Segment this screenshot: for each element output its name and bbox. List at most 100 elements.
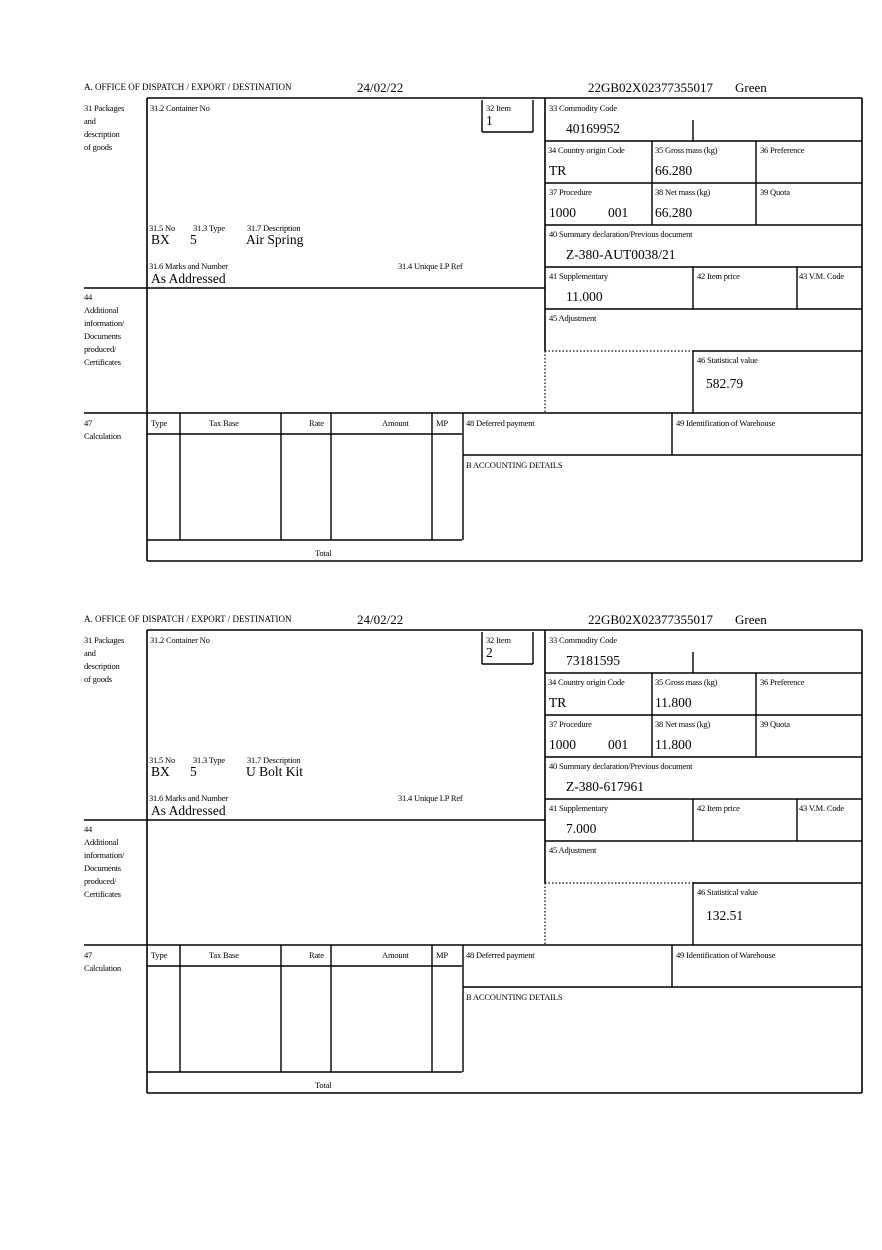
gross-mass: 11.800 xyxy=(655,695,692,710)
item-label: 32 Item xyxy=(486,103,511,113)
stat-value-label: 46 Statistical value xyxy=(697,887,758,897)
procedure-label: 37 Procedure xyxy=(549,719,592,729)
adjustment-label: 45 Adjustment xyxy=(549,845,597,855)
route-colour: Green xyxy=(735,80,767,95)
calc-col-amount: Amount xyxy=(382,418,409,428)
summary-decl-label: 40 Summary declaration/Previous document xyxy=(549,761,693,771)
goods-description: Air Spring xyxy=(246,232,304,247)
country-origin: TR xyxy=(549,163,567,178)
calc-col-rate: Rate xyxy=(309,950,324,960)
calc-col-mp: MP xyxy=(436,418,448,428)
packages-label: and xyxy=(84,116,96,126)
declaration-date: 24/02/22 xyxy=(357,80,404,95)
deferred-payment-label: 48 Deferred payment xyxy=(466,418,535,428)
additional-info-label: Additional xyxy=(84,305,119,315)
country-origin-label: 34 Country origin Code xyxy=(548,677,625,687)
preference-label: 36 Preference xyxy=(760,145,805,155)
packages-label: of goods xyxy=(84,674,112,684)
procedure-label: 37 Procedure xyxy=(549,187,592,197)
statistical-value: 582.79 xyxy=(706,376,744,391)
calc-col-amount: Amount xyxy=(382,950,409,960)
no-label: 31.5 No xyxy=(149,223,175,233)
no-label: 31.5 No xyxy=(149,755,175,765)
net-mass-label: 38 Net mass (kg) xyxy=(655,719,711,729)
marks-label: 31.6 Marks and Number xyxy=(149,793,228,803)
commodity-code-label: 33 Commodity Code xyxy=(549,635,617,645)
vm-code-label: 43 V.M. Code xyxy=(799,271,844,281)
supplementary-value: 7.000 xyxy=(566,821,597,836)
office-label: A. OFFICE OF DISPATCH / EXPORT / DESTINA… xyxy=(84,614,292,624)
calc-col-rate: Rate xyxy=(309,418,324,428)
gross-mass-label: 35 Gross mass (kg) xyxy=(655,677,718,687)
marks-value: As Addressed xyxy=(151,271,226,286)
commodity-code: 73181595 xyxy=(566,653,620,668)
preference-label: 36 Preference xyxy=(760,677,805,687)
packages-label: and xyxy=(84,648,96,658)
gross-mass: 66.280 xyxy=(655,163,693,178)
marks-value: As Addressed xyxy=(151,803,226,818)
gross-mass-label: 35 Gross mass (kg) xyxy=(655,145,718,155)
additional-info-label: information/ xyxy=(84,318,125,328)
additional-info-label: produced/ xyxy=(84,876,117,886)
declaration-reference: 22GB02X02377355017 xyxy=(588,612,713,627)
supplementary-value: 11.000 xyxy=(566,289,603,304)
vm-code-label: 43 V.M. Code xyxy=(799,803,844,813)
calc-col-tax-base: Tax Base xyxy=(209,950,239,960)
additional-info-label: 44 xyxy=(84,824,93,834)
summary-decl-label: 40 Summary declaration/Previous document xyxy=(549,229,693,239)
accounting-details-label: B ACCOUNTING DETAILS xyxy=(466,460,563,470)
additional-info-label: Certificates xyxy=(84,889,121,899)
additional-info-label: Documents xyxy=(84,331,121,341)
country-origin: TR xyxy=(549,695,567,710)
form-grid xyxy=(84,97,863,562)
item-number: 2 xyxy=(486,645,493,660)
calculation-label: Calculation xyxy=(84,963,121,973)
statistical-value: 132.51 xyxy=(706,908,744,923)
unique-lp-label: 31.4 Unique LP Ref xyxy=(398,261,463,271)
calc-col-type: Type xyxy=(151,950,168,960)
total-label: Total xyxy=(315,1080,332,1090)
container-no-label: 31.2 Container No xyxy=(150,635,210,645)
form-grid xyxy=(84,629,863,1094)
quota-label: 39 Quota xyxy=(760,187,790,197)
calculation-label: Calculation xyxy=(84,431,121,441)
type-label: 31.3 Type xyxy=(193,755,225,765)
package-no: BX xyxy=(151,232,170,247)
type-label: 31.3 Type xyxy=(193,223,225,233)
calculation-label: 47 xyxy=(84,418,93,428)
marks-label: 31.6 Marks and Number xyxy=(149,261,228,271)
net-mass-label: 38 Net mass (kg) xyxy=(655,187,711,197)
package-type: 5 xyxy=(190,764,197,779)
item-price-label: 42 Item price xyxy=(697,803,740,813)
net-mass: 66.280 xyxy=(655,205,693,220)
deferred-payment-label: 48 Deferred payment xyxy=(466,950,535,960)
item-price-label: 42 Item price xyxy=(697,271,740,281)
goods-description: U Bolt Kit xyxy=(246,764,304,779)
packages-label: description xyxy=(84,661,120,671)
container-no-label: 31.2 Container No xyxy=(150,103,210,113)
commodity-code: 40169952 xyxy=(566,121,620,136)
packages-label: of goods xyxy=(84,142,112,152)
calculation-label: 47 xyxy=(84,950,93,960)
quota-label: 39 Quota xyxy=(760,719,790,729)
additional-info-label: 44 xyxy=(84,292,93,302)
additional-info-label: Additional xyxy=(84,837,119,847)
declaration-reference: 22GB02X02377355017 xyxy=(588,80,713,95)
route-colour: Green xyxy=(735,612,767,627)
unique-lp-label: 31.4 Unique LP Ref xyxy=(398,793,463,803)
description-label: 31.7 Description xyxy=(247,223,301,233)
package-type: 5 xyxy=(190,232,197,247)
additional-info-label: Documents xyxy=(84,863,121,873)
additional-info-label: information/ xyxy=(84,850,125,860)
calc-col-mp: MP xyxy=(436,950,448,960)
packages-label: description xyxy=(84,129,120,139)
warehouse-label: 49 Identification of Warehouse xyxy=(676,418,776,428)
procedure-additional: 001 xyxy=(608,205,629,220)
item-number: 1 xyxy=(486,113,493,128)
additional-info-label: produced/ xyxy=(84,344,117,354)
calc-col-type: Type xyxy=(151,418,168,428)
packages-label: 31 Packages xyxy=(84,103,125,113)
total-label: Total xyxy=(315,548,332,558)
item-form-1: A. OFFICE OF DISPATCH / EXPORT / DESTINA… xyxy=(0,80,882,570)
procedure-code: 1000 xyxy=(549,737,576,752)
